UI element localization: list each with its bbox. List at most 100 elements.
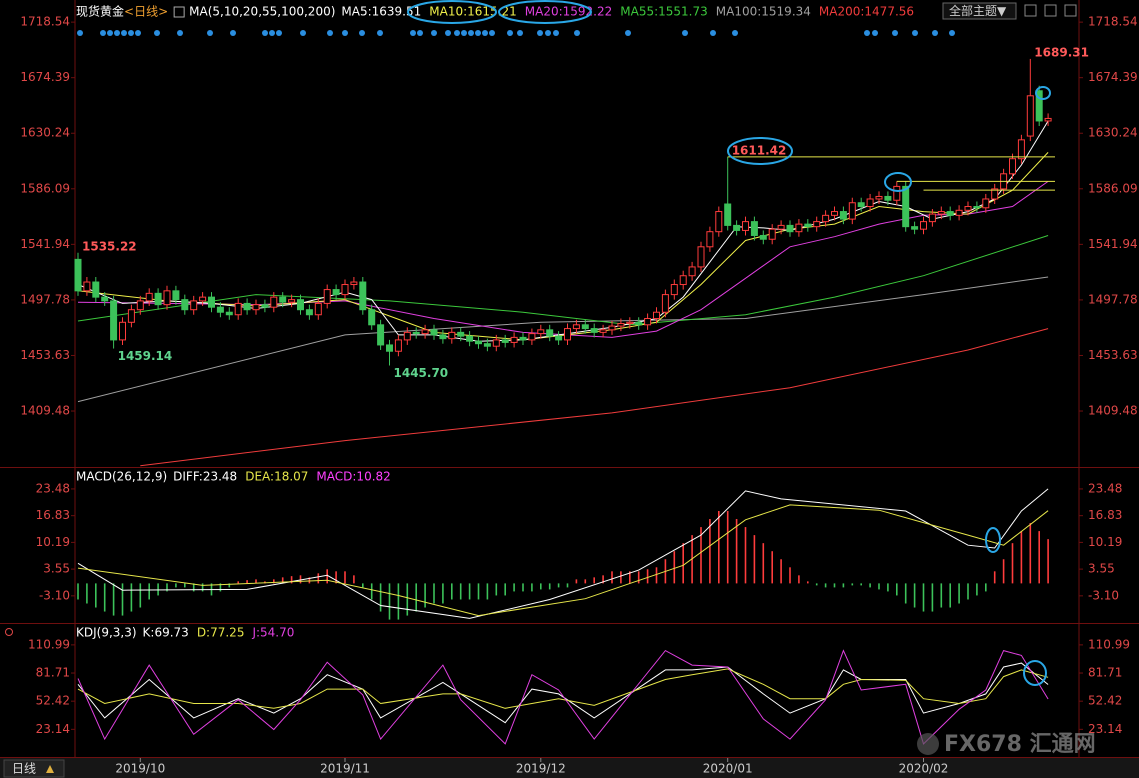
candle-body <box>83 281 91 292</box>
x-tick-label: 2020/02 <box>899 762 949 776</box>
y-tick-label: 110.99 <box>28 637 70 651</box>
event-dot <box>949 30 955 36</box>
candle-body <box>92 281 100 298</box>
price-annotation: 1689.31 <box>1034 45 1089 59</box>
candle-body <box>74 258 82 292</box>
candle-body <box>1017 139 1025 160</box>
y-tick-label: 23.48 <box>1088 481 1122 495</box>
panel-icon <box>5 628 13 636</box>
candle-body <box>528 333 536 341</box>
event-dot <box>269 30 275 36</box>
candle-body <box>537 329 545 335</box>
candle-body <box>831 211 838 216</box>
event-dot <box>431 30 437 36</box>
event-dot <box>114 30 120 36</box>
candle-body <box>661 294 669 313</box>
candle-body <box>145 292 153 302</box>
candle-body <box>136 300 144 311</box>
legend-label: K:69.73 <box>143 626 189 640</box>
chart-title: 现货黄金 <box>76 4 124 19</box>
candle-body <box>848 202 856 220</box>
candle-body <box>323 289 331 304</box>
event-dot <box>177 30 183 36</box>
candle-body <box>270 296 278 308</box>
candle-body <box>439 334 447 340</box>
legend-label: MA5:1639.51 <box>341 5 421 19</box>
candle-body <box>991 188 999 200</box>
y-tick-label: -3.10 <box>1088 588 1119 602</box>
legend-label: MA55:1551.73 <box>620 5 708 19</box>
highlight-circles <box>407 0 1051 686</box>
candle-body <box>101 296 109 302</box>
candle-body <box>679 275 687 286</box>
event-dot <box>276 30 282 36</box>
candle-body <box>546 329 554 337</box>
event-dot <box>468 30 474 36</box>
event-dot <box>417 30 423 36</box>
candle-body <box>875 195 883 200</box>
theme-button-label[interactable]: 全部主题▼ <box>949 3 1007 18</box>
event-dot <box>121 30 127 36</box>
candle-body <box>359 281 367 311</box>
icon-button[interactable] <box>1044 4 1057 17</box>
candle-body <box>786 224 794 233</box>
candle-body <box>608 325 616 331</box>
event-dot <box>864 30 870 36</box>
candle-body <box>839 211 847 220</box>
period-button-label[interactable]: 日线 <box>12 762 36 776</box>
candle-body <box>127 309 135 323</box>
candle-body <box>742 221 749 231</box>
candle-body <box>795 223 803 233</box>
y-tick-label: 110.99 <box>1088 637 1130 651</box>
candle-body <box>181 299 189 311</box>
candle-body <box>403 331 411 341</box>
legend-icon <box>173 6 185 18</box>
theme-button[interactable] <box>942 2 1017 20</box>
candle-body <box>697 246 705 268</box>
y-tick-label: 1453.63 <box>1088 348 1138 362</box>
legend-label: DEA:18.07 <box>245 470 308 484</box>
candle-body <box>216 306 224 313</box>
candle-body <box>225 311 233 316</box>
candle-body <box>394 339 402 352</box>
y-tick-label: 1586.09 <box>20 181 70 195</box>
y-tick-label: 1630.24 <box>20 126 70 140</box>
bottom-bar <box>0 758 1139 778</box>
icon-button[interactable] <box>1064 4 1077 17</box>
candle-body <box>457 331 465 337</box>
panel-title: MACD(26,12,9) <box>76 470 167 484</box>
event-dot <box>77 30 83 36</box>
candle-body <box>483 343 491 347</box>
event-dot <box>154 30 160 36</box>
candle-body <box>279 296 287 303</box>
candle-body <box>590 328 598 333</box>
y-tick-label: 81.71 <box>36 666 70 680</box>
candle-body <box>920 221 927 230</box>
candle-body <box>653 311 660 320</box>
y-tick-label: 10.19 <box>1088 535 1122 549</box>
event-dot <box>872 30 878 36</box>
event-dot <box>262 30 268 36</box>
y-tick-label: 3.55 <box>1088 562 1115 576</box>
price-annotation: 1535.22 <box>82 239 137 253</box>
candle-body <box>492 339 500 347</box>
event-dot <box>377 30 383 36</box>
candle-body <box>475 340 482 345</box>
candle-body <box>119 321 126 341</box>
candle-body <box>261 304 269 308</box>
candle-body <box>973 206 981 209</box>
candle-body <box>866 198 874 208</box>
candle-body <box>163 290 171 306</box>
event-dot <box>892 30 898 36</box>
indicator-line <box>140 328 1049 467</box>
price-annotation: 1445.70 <box>394 366 449 380</box>
candle-body <box>928 213 936 223</box>
y-tick-label: 1453.63 <box>20 348 70 362</box>
indicator-line <box>77 668 1049 709</box>
icon-button[interactable] <box>1024 4 1037 17</box>
indicator-line <box>77 120 1049 342</box>
legend-label: MA100:1519.34 <box>716 5 811 19</box>
event-dot <box>625 30 631 36</box>
period-arrow[interactable] <box>46 765 54 773</box>
period-label: <日线> <box>124 5 168 19</box>
